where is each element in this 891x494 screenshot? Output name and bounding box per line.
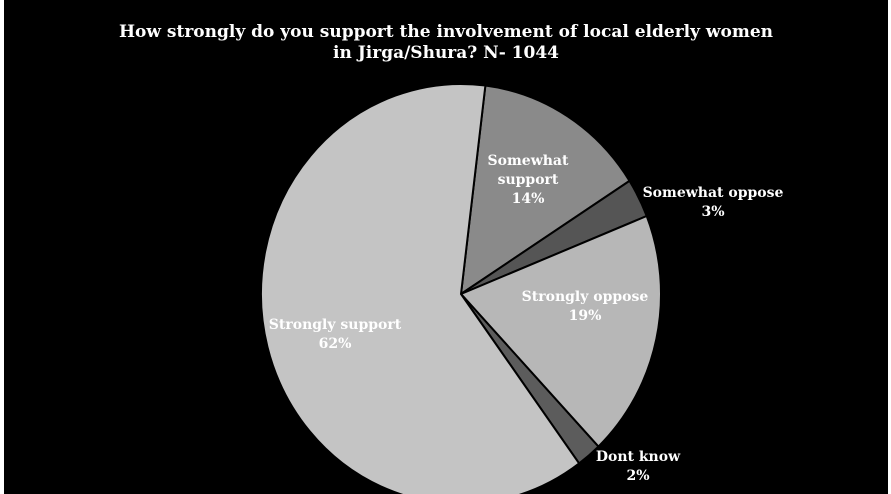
- pie-chart: [260, 83, 662, 494]
- slice-strongly-oppose: [459, 214, 662, 449]
- label-somewhat-oppose: Somewhat oppose 3%: [628, 184, 798, 222]
- chart-title: How strongly do you support the involvem…: [4, 22, 888, 64]
- chart-title-line-1: How strongly do you support the involvem…: [118, 22, 774, 42]
- label-somewhat-oppose-name: Somewhat oppose: [642, 185, 784, 201]
- label-dont-know-name: Dont know: [595, 449, 681, 465]
- pie-slices: [260, 83, 662, 494]
- label-somewhat-oppose-value: 3%: [701, 204, 725, 220]
- chart-title-line-2: in Jirga/Shura? N- 1044: [333, 43, 559, 63]
- label-dont-know-value: 2%: [626, 468, 650, 484]
- slice-somewhat-support: [459, 84, 631, 297]
- label-strongly-support: Strongly support 62%: [260, 316, 410, 354]
- label-strongly-support-value: 62%: [318, 336, 352, 352]
- label-somewhat-support-line-1: Somewhat: [487, 153, 569, 169]
- label-strongly-oppose-name: Strongly oppose: [521, 289, 649, 305]
- label-dont-know: Dont know 2%: [588, 448, 688, 486]
- label-strongly-support-name: Strongly support: [268, 317, 402, 333]
- label-somewhat-support: Somewhat support 14%: [482, 152, 574, 209]
- label-strongly-oppose: Strongly oppose 19%: [510, 288, 660, 326]
- label-strongly-oppose-value: 19%: [568, 308, 602, 324]
- chart-frame: How strongly do you support the involvem…: [4, 0, 888, 494]
- label-somewhat-support-line-2: support: [497, 172, 559, 188]
- label-somewhat-support-value: 14%: [511, 191, 545, 207]
- slice-strongly-support: [260, 83, 581, 494]
